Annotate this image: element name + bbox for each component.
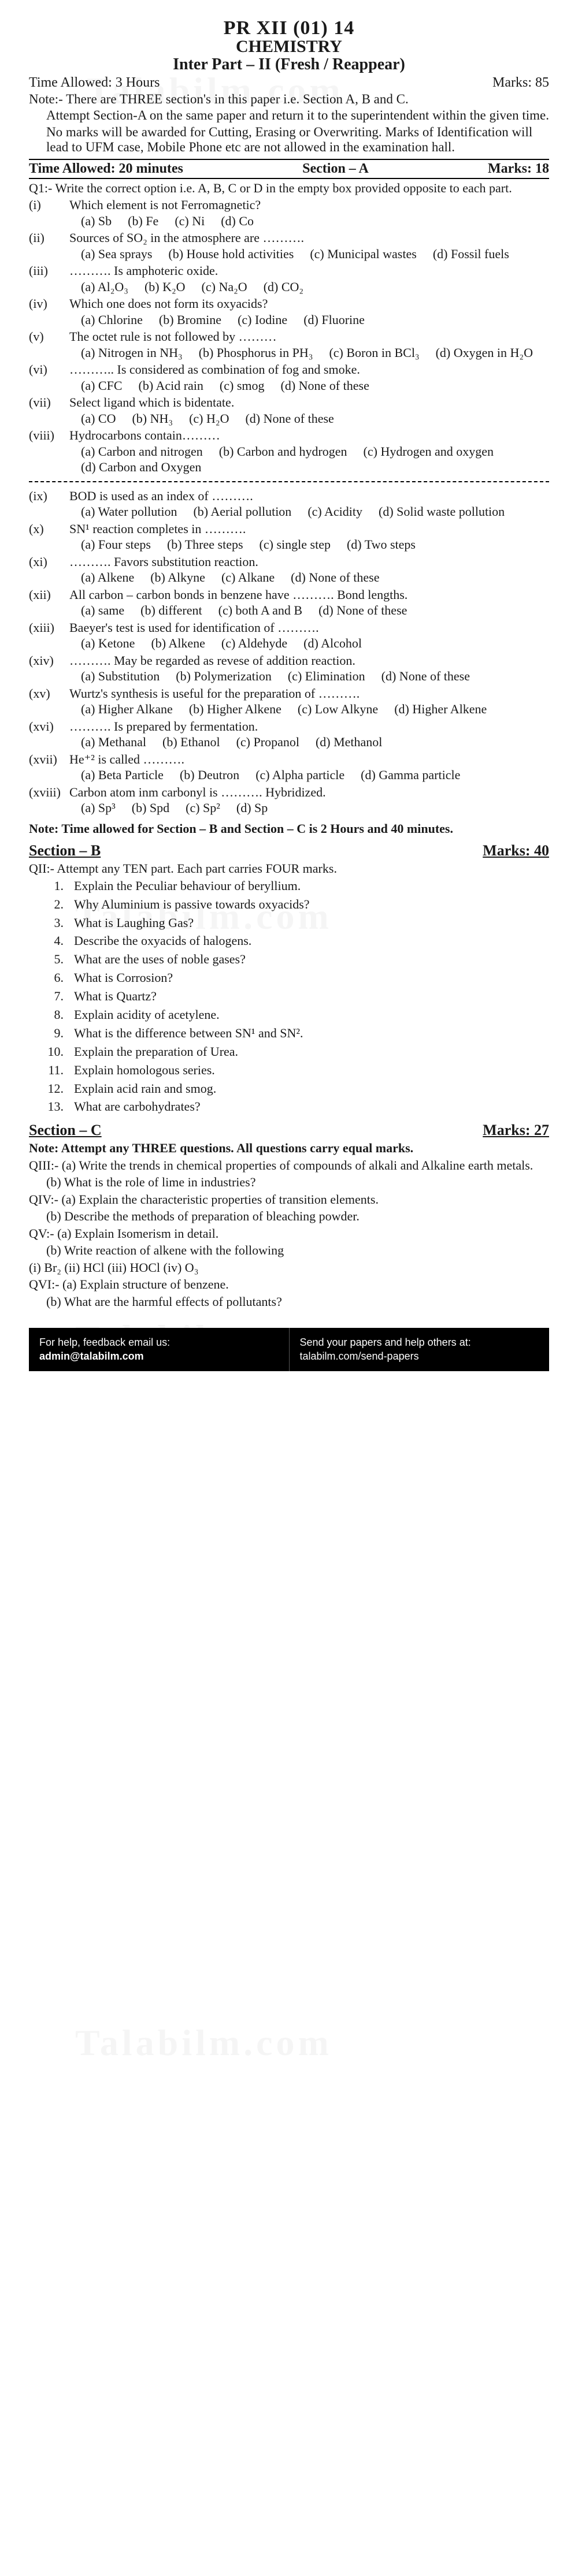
short-question-item: 13.What are carbohydrates? [29, 1097, 549, 1116]
short-question-item: 7.What is Quartz? [29, 987, 549, 1006]
mcq-item: (xvi)………. Is prepared by fermentation. [29, 719, 549, 735]
short-question-item: 11.Explain homologous series. [29, 1061, 549, 1079]
mcq-options: (a) Ketone(b) Alkene(c) Aldehyde(d) Alco… [29, 635, 549, 652]
section-a-title: Section – A [302, 161, 369, 177]
note-attempt: Attempt Section-A on the same paper and … [29, 108, 549, 123]
q3b: (b) What is the role of lime in industri… [29, 1174, 549, 1190]
mcq-options: (a) Sp³(b) Spd(c) Sp²(d) Sp [29, 800, 549, 816]
mcq-item: (xi)………. Favors substitution reaction. [29, 554, 549, 570]
mcq-options: (a) Alkene(b) Alkyne(c) Alkane(d) None o… [29, 569, 549, 586]
mcq-options: (a) Methanal(b) Ethanol(c) Propanol(d) M… [29, 734, 549, 750]
q1-instruction: Q1:- Write the correct option i.e. A, B,… [29, 180, 549, 196]
section-b-title: Section – B [29, 842, 101, 859]
short-question-item: 12.Explain acid rain and smog. [29, 1079, 549, 1098]
section-c-marks: Marks: 27 [483, 1122, 549, 1139]
mcq-list: (i)Which element is not Ferromagnetic?(a… [29, 197, 549, 816]
mcq-item: (vi)……….. Is considered as combination o… [29, 362, 549, 378]
short-question-item: 1.Explain the Peculiar behaviour of bery… [29, 877, 549, 895]
short-question-item: 4.Describe the oxyacids of halogens. [29, 932, 549, 950]
mcq-item: (viii)Hydrocarbons contain……… [29, 427, 549, 444]
short-question-item: 5.What are the uses of noble gases? [29, 950, 549, 969]
mcq-item: (x)SN¹ reaction completes in ………. [29, 521, 549, 537]
q4b: (b) Describe the methods of preparation … [29, 1208, 549, 1224]
mcq-item: (xvii)He⁺² is called ………. [29, 751, 549, 768]
mcq-item: (xiii)Baeyer's test is used for identifi… [29, 620, 549, 636]
q6a: QVI:- (a) Explain structure of benzene. [29, 1276, 549, 1293]
q5b-options: (i) Br₂ (ii) HCl (iii) HOCl (iv) O₃ [29, 1260, 549, 1276]
footer-email: admin@talabilm.com [39, 1350, 279, 1363]
q6b: (b) What are the harmful effects of poll… [29, 1294, 549, 1310]
exam-paper-sheet: Talabilm.com Talabilm.com Talabilm.com T… [6, 0, 572, 1321]
footer-help-label: For help, feedback email us: [39, 1336, 279, 1349]
footer-send-label: Send your papers and help others at: [300, 1336, 539, 1349]
mcq-options: (a) Sea sprays(b) House hold activities(… [29, 246, 549, 262]
mcq-options: (a) CFC(b) Acid rain(c) smog(d) None of … [29, 378, 549, 394]
footer-left: For help, feedback email us: admin@talab… [29, 1328, 289, 1371]
mcq-options: (a) Carbon and nitrogen(b) Carbon and hy… [29, 444, 549, 475]
page-divider [29, 481, 549, 482]
mcq-options: (a) Beta Particle(b) Deutron(c) Alpha pa… [29, 767, 549, 783]
section-a-time: Time Allowed: 20 minutes [29, 161, 183, 177]
total-marks: Marks: 85 [492, 75, 549, 91]
mcq-item: (i)Which element is not Ferromagnetic? [29, 197, 549, 213]
mcq-options: (a) Al₂O₃(b) K₂O(c) Na₂O(d) CO₂ [29, 279, 549, 295]
mcq-item: (ii)Sources of SO₂ in the atmosphere are… [29, 230, 549, 246]
section-c-title: Section – C [29, 1122, 102, 1139]
time-marks-row: Time Allowed: 3 Hours Marks: 85 [29, 75, 549, 91]
mcq-item: (ix)BOD is used as an index of ………. [29, 488, 549, 504]
section-b-heading: Section – B Marks: 40 [29, 842, 549, 859]
mcq-options: (a) Water pollution(b) Aerial pollution(… [29, 504, 549, 520]
q2-instruction: QII:- Attempt any TEN part. Each part ca… [29, 861, 549, 877]
mcq-options: (a) Sb(b) Fe(c) Ni(d) Co [29, 213, 549, 229]
footer-send-url: talabilm.com/send-papers [300, 1350, 539, 1363]
short-question-list: 1.Explain the Peculiar behaviour of bery… [29, 877, 549, 1116]
short-question-item: 8.Explain acidity of acetylene. [29, 1006, 549, 1024]
mcq-options: (a) Nitrogen in NH₃(b) Phosphorus in PH₃… [29, 345, 549, 361]
mcq-item: (xiv)………. May be regarded as revese of a… [29, 653, 549, 669]
note-sections: Note:- There are THREE section's in this… [29, 92, 549, 107]
section-bc-time-note: Note: Time allowed for Section – B and S… [29, 821, 549, 837]
watermark: Talabilm.com [75, 2022, 332, 2064]
section-a-marks: Marks: 18 [488, 161, 549, 177]
q3a: QIII:- (a) Write the trends in chemical … [29, 1157, 549, 1174]
subject-title: CHEMISTRY [29, 37, 549, 57]
q5a: QV:- (a) Explain Isomerism in detail. [29, 1226, 549, 1242]
q4a: QIV:- (a) Explain the characteristic pro… [29, 1192, 549, 1208]
mcq-options: (a) Higher Alkane(b) Higher Alkene(c) Lo… [29, 701, 549, 717]
section-c-heading: Section – C Marks: 27 [29, 1122, 549, 1139]
mcq-item: (iv)Which one does not form its oxyacids… [29, 296, 549, 312]
short-question-item: 10.Explain the preparation of Urea. [29, 1043, 549, 1061]
footer-right: Send your papers and help others at: tal… [289, 1328, 550, 1371]
section-c-note: Note: Attempt any THREE questions. All q… [29, 1140, 549, 1156]
short-question-item: 2.Why Aluminium is passive towards oxyac… [29, 895, 549, 914]
mcq-options: (a) Chlorine(b) Bromine(c) Iodine(d) Flu… [29, 312, 549, 328]
mcq-item: (iii)………. Is amphoteric oxide. [29, 263, 549, 279]
section-b-marks: Marks: 40 [483, 842, 549, 859]
mcq-item: (v)The octet rule is not followed by ……… [29, 329, 549, 345]
mcq-options: (a) Four steps(b) Three steps(c) single … [29, 537, 549, 553]
paper-code: PR XII (01) 14 [29, 17, 549, 39]
section-a-bar: Time Allowed: 20 minutes Section – A Mar… [29, 159, 549, 179]
mcq-item: (xv)Wurtz's synthesis is useful for the … [29, 686, 549, 702]
part-title: Inter Part – II (Fresh / Reappear) [29, 55, 549, 74]
mcq-item: (xii)All carbon – carbon bonds in benzen… [29, 587, 549, 603]
mcq-item: (vii)Select ligand which is bidentate. [29, 394, 549, 411]
note-rules: No marks will be awarded for Cutting, Er… [29, 125, 549, 155]
mcq-item: (xviii)Carbon atom inm carbonyl is ………. … [29, 784, 549, 801]
short-question-item: 9.What is the difference between SN¹ and… [29, 1024, 549, 1043]
short-question-item: 3.What is Laughing Gas? [29, 914, 549, 932]
q5b: (b) Write reaction of alkene with the fo… [29, 1242, 549, 1259]
mcq-options: (a) Substitution(b) Polymerization(c) El… [29, 668, 549, 684]
short-question-item: 6.What is Corrosion? [29, 969, 549, 987]
mcq-options: (a) same(b) different(c) both A and B(d)… [29, 602, 549, 619]
footer-bar: For help, feedback email us: admin@talab… [29, 1328, 549, 1371]
mcq-options: (a) CO(b) NH₃(c) H₂O(d) None of these [29, 411, 549, 427]
time-allowed: Time Allowed: 3 Hours [29, 75, 160, 91]
